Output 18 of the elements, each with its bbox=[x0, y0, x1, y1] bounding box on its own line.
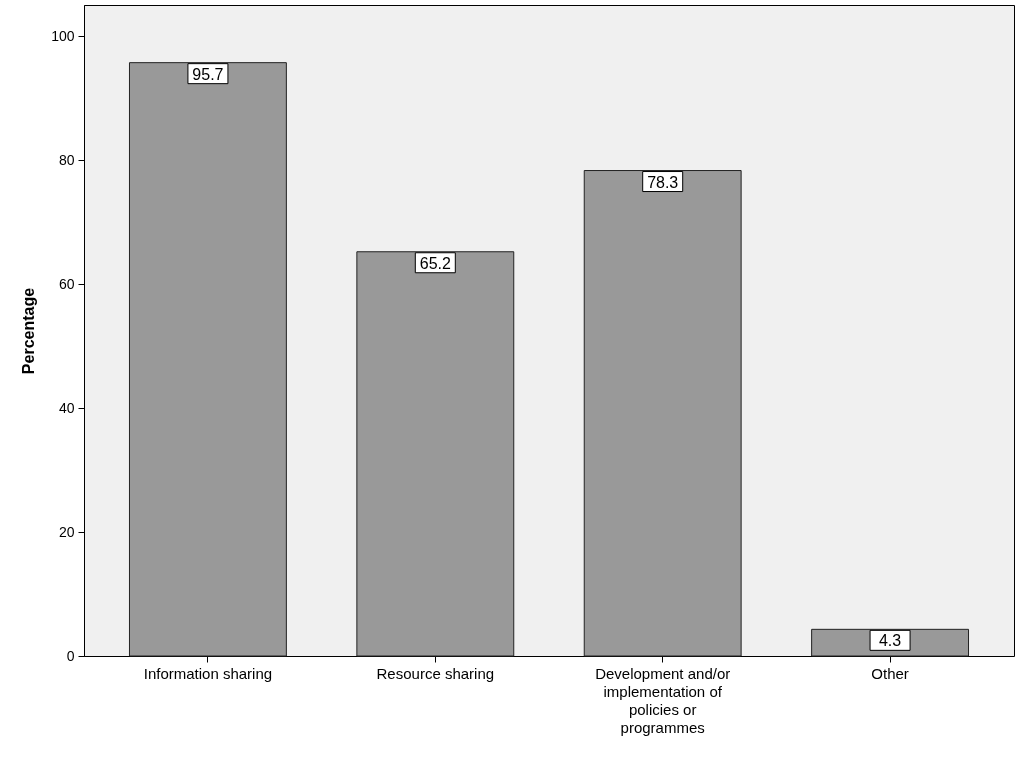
y-axis-title: Percentage bbox=[20, 287, 38, 375]
y-tick-label: 60 bbox=[58, 275, 75, 292]
x-tick-label: Development and/or implementation of policies or programmes bbox=[595, 664, 731, 736]
data-label: 78.3 bbox=[647, 173, 679, 191]
data-label: 65.2 bbox=[419, 254, 451, 272]
data-label: 95.7 bbox=[192, 65, 224, 83]
bar bbox=[583, 170, 742, 657]
bar bbox=[128, 62, 287, 657]
bar bbox=[356, 251, 515, 657]
y-tick-label: 0 bbox=[66, 647, 75, 664]
y-tick-label: 100 bbox=[51, 27, 75, 44]
x-tick-label: Other bbox=[871, 664, 909, 682]
y-tick-label: 20 bbox=[58, 523, 75, 540]
x-tick-label: Resource sharing bbox=[376, 664, 495, 682]
x-tick-label: Information sharing bbox=[143, 664, 273, 682]
y-tick-label: 40 bbox=[58, 399, 75, 416]
y-tick-label: 80 bbox=[58, 151, 75, 168]
data-label: 4.3 bbox=[878, 632, 902, 650]
